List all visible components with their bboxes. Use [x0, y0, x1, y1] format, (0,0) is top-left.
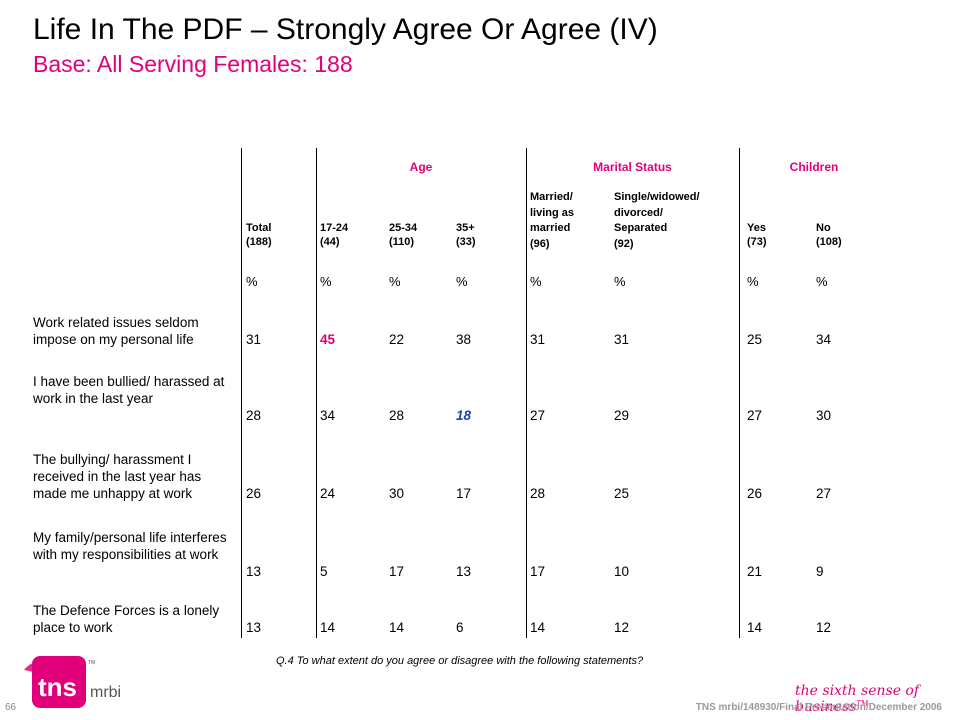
row-label: The Defence Forces is a lonely place to …	[33, 603, 220, 635]
table-cell: 34	[816, 332, 832, 347]
table-cell: 38	[456, 332, 472, 347]
table-cell: 28	[389, 408, 405, 423]
column-header-single: Single/widowed/ divorced/ Separated (92)	[614, 191, 700, 250]
table-cell: 14	[530, 620, 546, 635]
table-cell: 17	[456, 486, 472, 501]
column-divider	[739, 148, 740, 638]
table-cell: 24	[320, 486, 336, 501]
table-cell: 29	[614, 408, 630, 423]
tns-mrbi-logo: tns mrbi TM	[24, 656, 121, 708]
tagline-text: the sixth sense of business	[795, 683, 920, 715]
row-label: I have been bullied/ harassed at work in…	[33, 374, 225, 406]
logo-tm: TM	[88, 660, 95, 666]
percent-label: %	[320, 274, 332, 289]
row-label: Work related issues seldom impose on my …	[33, 315, 199, 347]
table-cell: 14	[389, 620, 405, 635]
column-header-children-no: No (108)	[816, 222, 842, 248]
group-header-age: Age	[409, 160, 433, 174]
percent-label: %	[456, 274, 468, 289]
table-cell: 28	[530, 486, 546, 501]
table-cell: 9	[816, 564, 824, 579]
percent-label: %	[747, 274, 759, 289]
table-cell: 31	[246, 332, 262, 347]
group-header-marital-status: Marital Status	[593, 160, 672, 174]
row-label: My family/personal life interferes with …	[33, 530, 227, 562]
column-header-35-plus: 35+ (33)	[456, 222, 476, 248]
table-cell: 26	[747, 486, 763, 501]
table-cell-highlight-low: 18	[456, 408, 472, 423]
table-cell: 30	[389, 486, 405, 501]
table-cell: 26	[246, 486, 262, 501]
page-subtitle: Base: All Serving Females: 188	[33, 51, 353, 77]
table-cell: 28	[246, 408, 262, 423]
table-cell: 27	[530, 408, 546, 423]
percent-label: %	[614, 274, 626, 289]
table-cell: 12	[614, 620, 630, 635]
logo-sub-text: mrbi	[90, 684, 121, 701]
column-divider	[526, 148, 527, 638]
footer-reference: TNS mrbi/148930/Final Presentation/Decem…	[695, 702, 942, 713]
tagline: the sixth sense of businessTM	[795, 683, 960, 715]
column-header-17-24: 17-24 (44)	[320, 222, 349, 248]
table-cell: 17	[389, 564, 405, 579]
percent-label: %	[389, 274, 401, 289]
table-cell: 30	[816, 408, 832, 423]
table-cell: 27	[816, 486, 832, 501]
logo-block	[32, 656, 86, 708]
table-cell: 31	[614, 332, 630, 347]
percent-label: %	[816, 274, 828, 289]
table-cell: 27	[747, 408, 763, 423]
column-header-total: Total (188)	[246, 222, 272, 248]
table-cell: 17	[530, 564, 546, 579]
table-cell: 22	[389, 332, 405, 347]
page-number: 66	[5, 702, 17, 713]
table-cell-highlight-high: 45	[320, 332, 336, 347]
logo-swoosh-icon	[24, 661, 44, 674]
percent-label: %	[530, 274, 542, 289]
group-header-children: Children	[789, 160, 839, 174]
column-divider	[241, 148, 242, 638]
row-label: The bullying/ harassment I received in t…	[33, 452, 202, 501]
column-header-married: Married/ living as married (96)	[530, 191, 575, 250]
column-header-children-yes: Yes (73)	[747, 222, 767, 248]
table-cell: 31	[530, 332, 546, 347]
percent-label: %	[246, 274, 258, 289]
page-title: Life In The PDF – Strongly Agree Or Agre…	[33, 13, 658, 46]
table-cell: 12	[816, 620, 832, 635]
column-divider	[316, 148, 317, 638]
table-cell: 5	[320, 564, 328, 579]
table-cell: 13	[456, 564, 472, 579]
survey-question: Q.4 To what extent do you agree or disag…	[276, 655, 644, 667]
table-cell: 13	[246, 564, 262, 579]
table-cell: 25	[614, 486, 630, 501]
table-cell: 6	[456, 620, 464, 635]
table-cell: 10	[614, 564, 630, 579]
column-header-25-34: 25-34 (110)	[389, 222, 418, 248]
logo-brand-text: tns	[38, 672, 77, 702]
tagline-tm: TM	[856, 699, 869, 708]
table-cell: 25	[747, 332, 763, 347]
table-cell: 21	[747, 564, 763, 579]
table-cell: 13	[246, 620, 262, 635]
table-cell: 34	[320, 408, 336, 423]
table-cell: 14	[320, 620, 336, 635]
table-cell: 14	[747, 620, 763, 635]
